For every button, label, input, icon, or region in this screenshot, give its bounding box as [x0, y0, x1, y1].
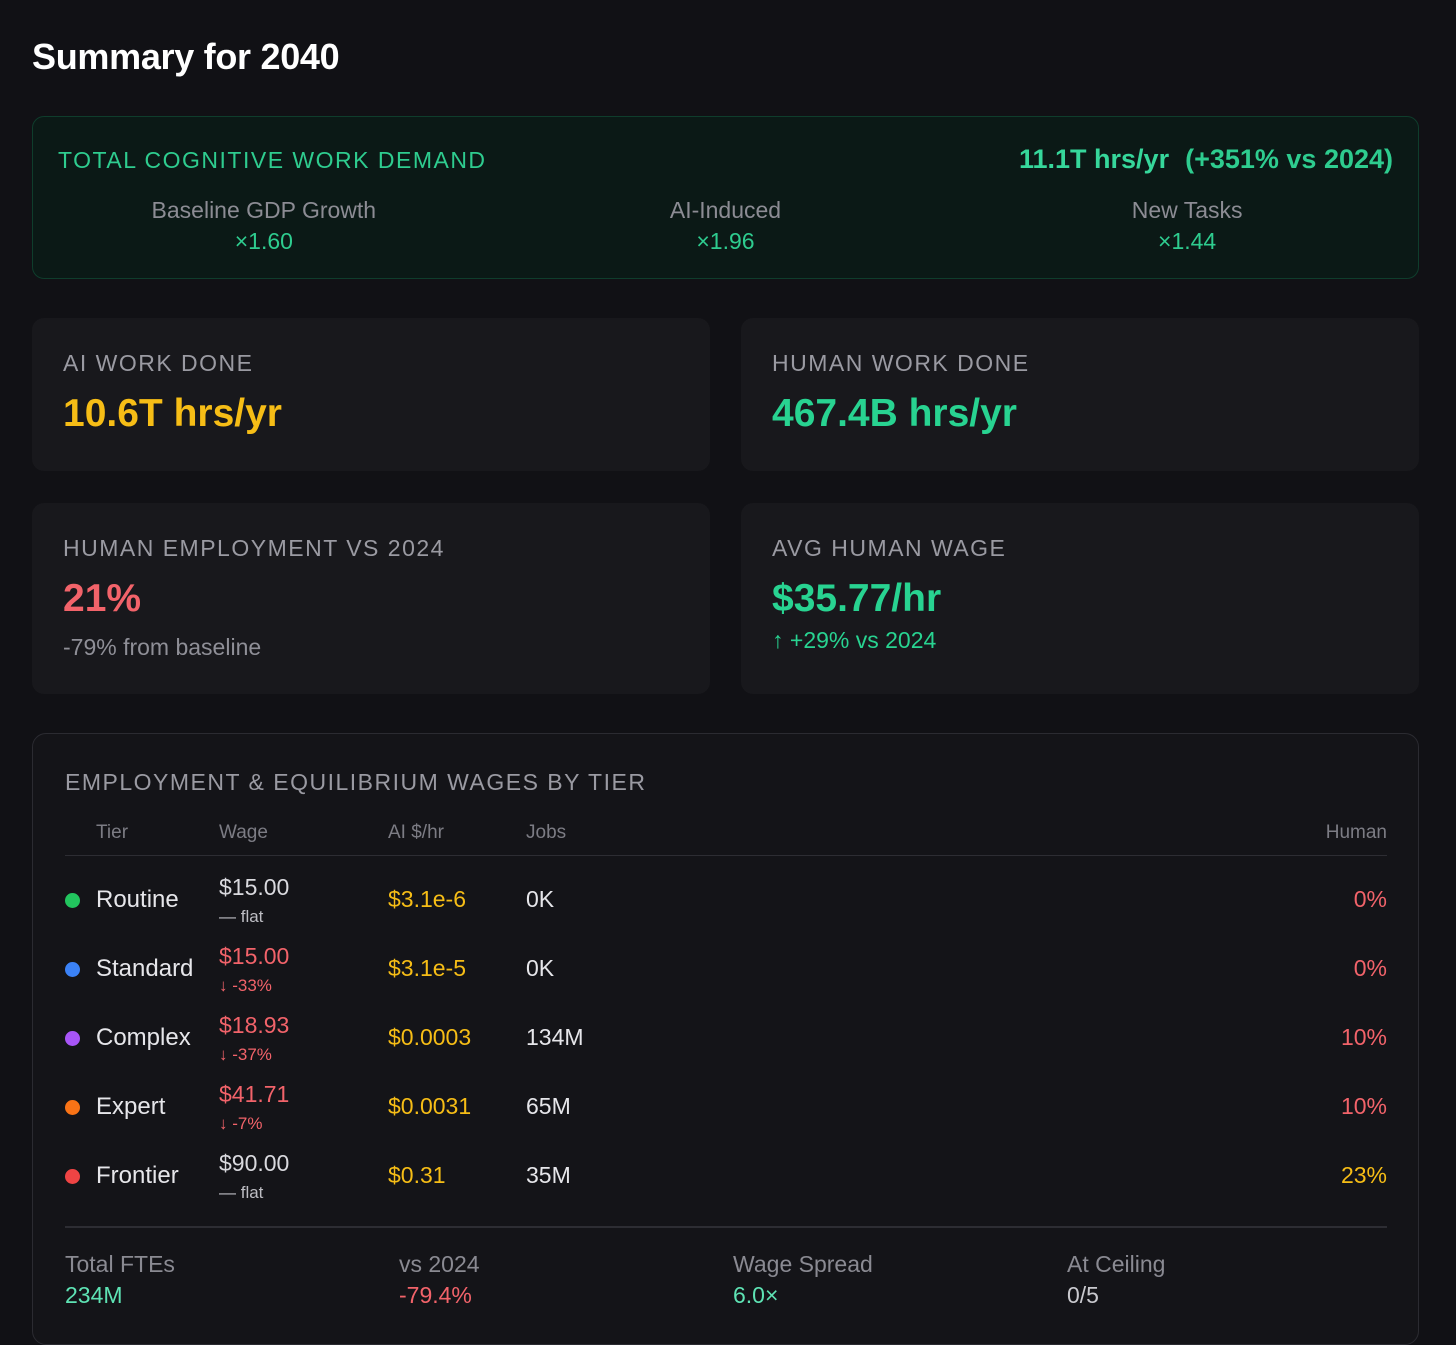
- table-footer: Total FTEs 234M vs 2024 -79.4% Wage Spre…: [65, 1251, 1401, 1309]
- factor-value: ×1.96: [696, 228, 755, 254]
- footer-vs-2024: vs 2024 -79.4%: [399, 1251, 733, 1309]
- footer-total-ftes: Total FTEs 234M: [65, 1251, 399, 1309]
- factor-name: New Tasks: [1131, 197, 1243, 223]
- table-header: Tier Wage AI $/hr Jobs Human: [65, 822, 1387, 856]
- footer-label: At Ceiling: [1067, 1251, 1166, 1277]
- factor-name: AI-Induced: [669, 197, 782, 223]
- footer-wage-spread: Wage Spread 6.0×: [733, 1251, 1067, 1309]
- footer-at-ceiling: At Ceiling 0/5: [1067, 1251, 1401, 1309]
- demand-total: 11.1T hrs/yr (+351% vs 2024): [1019, 144, 1393, 175]
- tier-dot: [65, 1031, 80, 1046]
- tier-jobs: 0K: [526, 955, 555, 981]
- header-wage: Wage: [219, 822, 268, 843]
- panel-title: EMPLOYMENT & EQUILIBRIUM WAGES BY TIER: [65, 769, 647, 795]
- tier-wage: $18.93: [219, 1012, 290, 1038]
- tier-human-share: 10%: [1340, 1093, 1387, 1119]
- card-value: 467.4B hrs/yr: [772, 392, 1017, 435]
- header-human: Human: [1325, 822, 1387, 843]
- tier-human-share: 0%: [1353, 886, 1387, 912]
- tier-ai-cost: $0.31: [388, 1162, 446, 1188]
- work-demand-panel: TOTAL COGNITIVE WORK DEMAND 11.1T hrs/yr…: [32, 116, 1419, 279]
- tier-dot: [65, 1169, 80, 1184]
- footer-value: -79.4%: [399, 1282, 472, 1308]
- card-value: 21%: [63, 577, 142, 620]
- tier-jobs: 134M: [526, 1024, 584, 1050]
- card-value: 10.6T hrs/yr: [63, 392, 282, 435]
- header-jobs: Jobs: [526, 822, 567, 843]
- demand-total-value: 11.1T hrs/yr: [1018, 144, 1170, 174]
- tier-human-share: 0%: [1353, 955, 1387, 981]
- header-ai: AI $/hr: [388, 822, 444, 843]
- card-label: HUMAN WORK DONE: [772, 350, 1030, 376]
- tier-jobs: 65M: [526, 1093, 571, 1119]
- footer-value: 6.0×: [733, 1282, 779, 1308]
- tier-wage: $15.00: [219, 943, 290, 969]
- table-row: Standard $15.00 ↓ -33% $3.1e-5 0K 0%: [65, 935, 1387, 1004]
- tier-wage-delta: ↓ -7%: [219, 1114, 263, 1133]
- demand-factors: Baseline GDP Growth ×1.60 AI-Induced ×1.…: [33, 197, 1418, 255]
- tier-wage: $15.00: [219, 874, 290, 900]
- card-label: AVG HUMAN WAGE: [772, 535, 1007, 561]
- factor-baseline-gdp: Baseline GDP Growth ×1.60: [33, 197, 495, 255]
- employment-card: HUMAN EMPLOYMENT VS 2024 21% -79% from b…: [32, 503, 710, 694]
- footer-label: Wage Spread: [733, 1251, 873, 1277]
- factor-name: Baseline GDP Growth: [151, 197, 377, 223]
- tier-table-panel: EMPLOYMENT & EQUILIBRIUM WAGES BY TIER T…: [32, 733, 1419, 1345]
- tier-human-share: 23%: [1340, 1162, 1387, 1188]
- tier-name: Routine: [96, 886, 179, 913]
- tier-jobs: 0K: [526, 886, 555, 912]
- tier-name: Frontier: [96, 1162, 179, 1189]
- tier-wage: $90.00: [219, 1150, 290, 1176]
- table-row: Frontier $90.00 — flat $0.31 35M 23%: [65, 1142, 1387, 1211]
- footer-value: 0/5: [1067, 1282, 1099, 1308]
- tier-ai-cost: $0.0031: [388, 1093, 472, 1119]
- tier-jobs: 35M: [526, 1162, 571, 1188]
- factor-ai-induced: AI-Induced ×1.96: [495, 197, 957, 255]
- card-label: HUMAN EMPLOYMENT VS 2024: [63, 535, 445, 561]
- header-tier: Tier: [96, 822, 129, 843]
- tier-wage-delta: ↓ -37%: [219, 1045, 272, 1064]
- tier-ai-cost: $0.0003: [388, 1024, 472, 1050]
- table-divider: [65, 1226, 1387, 1228]
- table-row: Expert $41.71 ↓ -7% $0.0031 65M 10%: [65, 1073, 1387, 1142]
- tier-dot: [65, 962, 80, 977]
- factor-value: ×1.44: [1158, 228, 1217, 254]
- footer-value: 234M: [65, 1282, 123, 1308]
- tier-ai-cost: $3.1e-5: [388, 955, 467, 981]
- tier-ai-cost: $3.1e-6: [388, 886, 467, 912]
- tier-wage-delta: — flat: [219, 907, 264, 926]
- table-row: Complex $18.93 ↓ -37% $0.0003 134M 10%: [65, 1004, 1387, 1073]
- demand-label: TOTAL COGNITIVE WORK DEMAND: [58, 147, 487, 173]
- tier-dot: [65, 1100, 80, 1115]
- demand-change: (+351% vs 2024): [1185, 144, 1393, 174]
- tier-name: Expert: [96, 1093, 166, 1120]
- card-subtext: ↑ +29% vs 2024: [772, 627, 937, 653]
- tier-name: Complex: [96, 1024, 191, 1051]
- page-title: Summary for 2040: [32, 36, 340, 77]
- tier-wage: $41.71: [219, 1081, 290, 1107]
- card-value: $35.77/hr: [772, 577, 942, 620]
- ai-work-card: AI WORK DONE 10.6T hrs/yr: [32, 318, 710, 471]
- tier-name: Standard: [96, 955, 194, 982]
- factor-value: ×1.60: [234, 228, 293, 254]
- tier-dot: [65, 893, 80, 908]
- human-work-card: HUMAN WORK DONE 467.4B hrs/yr: [741, 318, 1419, 471]
- factor-new-tasks: New Tasks ×1.44: [956, 197, 1418, 255]
- card-subtext: -79% from baseline: [63, 634, 262, 660]
- footer-label: vs 2024: [399, 1251, 480, 1277]
- card-label: AI WORK DONE: [63, 350, 254, 376]
- table-row: Routine $15.00 — flat $3.1e-6 0K 0%: [65, 866, 1387, 935]
- tier-wage-delta: ↓ -33%: [219, 976, 272, 995]
- avg-wage-card: AVG HUMAN WAGE $35.77/hr ↑ +29% vs 2024: [741, 503, 1419, 694]
- tier-wage-delta: — flat: [219, 1183, 264, 1202]
- tier-human-share: 10%: [1340, 1024, 1387, 1050]
- footer-label: Total FTEs: [65, 1251, 175, 1277]
